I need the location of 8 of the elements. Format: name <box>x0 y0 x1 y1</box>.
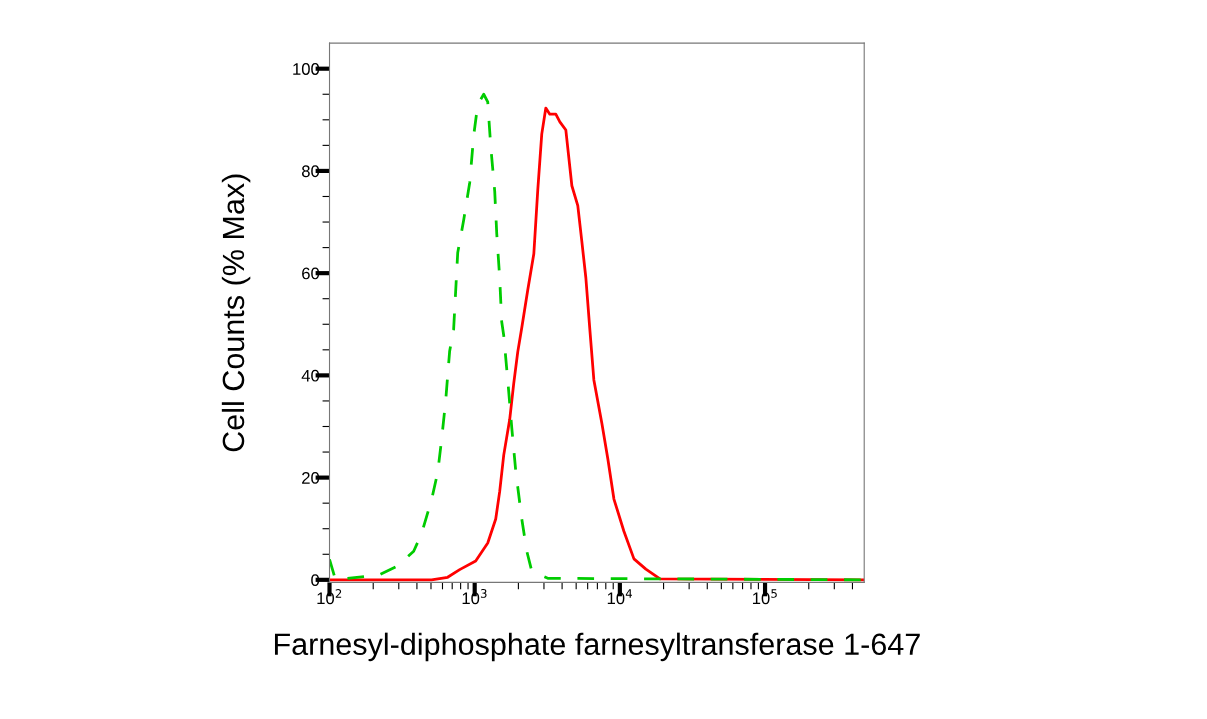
y-axis-title: Cell Counts (% Max) <box>221 174 251 452</box>
x-axis-title: Farnesyl-diphosphate farnesyltransferase 1-647 <box>274 632 920 662</box>
y-tick-label: 100 <box>293 63 320 75</box>
y-tick-label: 40 <box>301 369 320 382</box>
y-tick-label: 80 <box>301 165 320 178</box>
x-tick-label: 10$^{2}$ <box>317 589 342 605</box>
y-tick-label: 20 <box>302 472 320 484</box>
y-tick-label: 60 <box>302 267 320 280</box>
